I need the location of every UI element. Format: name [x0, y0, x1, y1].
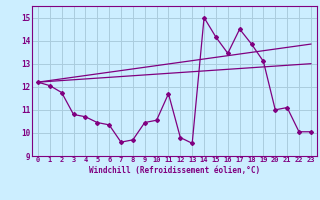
X-axis label: Windchill (Refroidissement éolien,°C): Windchill (Refroidissement éolien,°C): [89, 166, 260, 175]
